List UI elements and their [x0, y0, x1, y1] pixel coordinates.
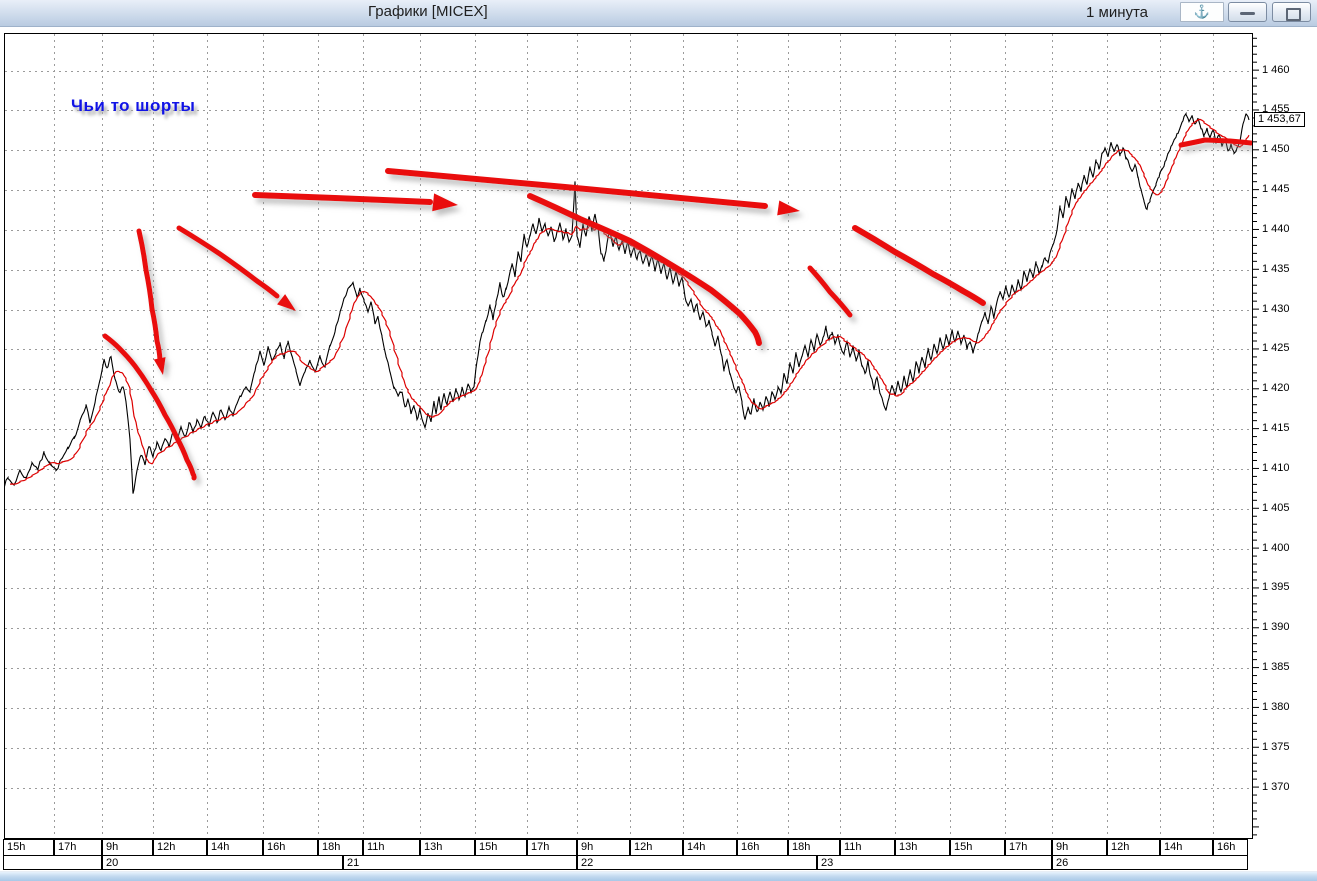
annotation-arrowhead — [153, 357, 166, 375]
hour-cell: 17h — [1005, 839, 1052, 856]
price-tick-label: 1 420 — [1262, 382, 1290, 394]
annotation-curve-right — [852, 225, 986, 306]
price-tick-label: 1 430 — [1262, 303, 1290, 315]
price-tick-label: 1 395 — [1262, 581, 1290, 593]
hour-cell: 12h — [630, 839, 683, 856]
day-cell — [3, 855, 102, 870]
annotation-curve-mid — [527, 193, 762, 346]
hour-cell: 17h — [527, 839, 577, 856]
hour-cell: 15h — [475, 839, 527, 856]
title-bar: Графики [MICEX] 1 минута ⚓ — [0, 0, 1317, 27]
annotation-arrow-diag — [176, 225, 280, 299]
current-price-marker: 1 453,67 — [1254, 112, 1305, 127]
hour-cell: 15h — [950, 839, 1005, 856]
price-axis: 1 453,67 1 460 1 455 1 450 1 445 1 440 1 435 1… — [1253, 33, 1317, 839]
annotation-stroke-short — [807, 265, 853, 318]
red-annotations — [102, 137, 1252, 481]
anchor-button[interactable]: ⚓ — [1180, 2, 1224, 22]
annotation-arrowhead — [777, 200, 800, 216]
hour-cell: 16h — [263, 839, 318, 856]
hour-cell: 18h — [788, 839, 840, 856]
hour-cell: 9h — [102, 839, 153, 856]
gridlines — [5, 34, 1252, 838]
hour-cell: 18h — [318, 839, 363, 856]
price-tick-label: 1 375 — [1262, 741, 1290, 753]
price-tick-label: 1 370 — [1262, 781, 1290, 793]
annotation-arrow-steep — [136, 228, 163, 363]
annotation-arrowhead — [277, 294, 296, 311]
price-tick-label: 1 455 — [1262, 103, 1290, 115]
hour-cell: 14h — [1160, 839, 1213, 856]
annotation-curve-down-left — [102, 333, 197, 481]
price-tick-label: 1 400 — [1262, 542, 1290, 554]
price-tick-label: 1 440 — [1262, 223, 1290, 235]
price-axis-ticks — [1253, 37, 1259, 836]
window-title: Графики [MICEX] — [368, 3, 488, 20]
day-cell: 22 — [577, 855, 817, 870]
price-series — [5, 111, 1250, 494]
minimize-icon — [1240, 12, 1255, 15]
price-tick-label: 1 450 — [1262, 143, 1290, 155]
price-tick-label: 1 445 — [1262, 183, 1290, 195]
price-line — [5, 111, 1250, 494]
time-axis-hours: 15h 17h 9h 12h 14h 16h 18h 11h 13h 15h 17h 9h 12h 14h… — [0, 839, 1253, 856]
chart-note-text: Чьи то шорты — [71, 96, 196, 115]
hour-cell: 17h — [54, 839, 102, 856]
hour-cell: 11h — [363, 839, 420, 856]
hour-cell: 11h — [840, 839, 895, 856]
ma-line — [9, 118, 1250, 485]
hour-cell: 16h — [1213, 839, 1248, 856]
hour-cell: 12h — [153, 839, 207, 856]
annotation-arrowhead — [432, 193, 458, 212]
restore-button[interactable] — [1272, 2, 1311, 22]
hour-cell: 13h — [895, 839, 950, 856]
chart-canvas[interactable] — [5, 34, 1252, 838]
hour-cell: 14h — [207, 839, 263, 856]
day-cell: 20 — [102, 855, 343, 870]
hour-cell: 9h — [1052, 839, 1107, 856]
hour-cell: 13h — [420, 839, 475, 856]
restore-icon — [1286, 8, 1301, 21]
hour-cell: 15h — [3, 839, 54, 856]
moving-average-line — [9, 118, 1250, 485]
price-tick-label: 1 435 — [1262, 263, 1290, 275]
hour-cell: 12h — [1107, 839, 1160, 856]
price-tick-label: 1 415 — [1262, 422, 1290, 434]
interval-label: 1 минута — [1086, 4, 1149, 21]
hour-cell: 9h — [577, 839, 630, 856]
price-tick-label: 1 405 — [1262, 502, 1290, 514]
annotation-line-long — [385, 168, 768, 209]
price-tick-label: 1 460 — [1262, 64, 1290, 76]
minimize-button[interactable] — [1228, 2, 1267, 22]
chart-plot-area[interactable]: Чьи то шорты — [4, 33, 1253, 839]
hour-cell: 16h — [737, 839, 788, 856]
day-cell: 23 — [817, 855, 1052, 870]
price-tick-label: 1 390 — [1262, 621, 1290, 633]
hour-cell: 14h — [683, 839, 737, 856]
annotation-arrow-flat — [252, 192, 433, 205]
price-tick-label: 1 385 — [1262, 661, 1290, 673]
day-cell: 26 — [1052, 855, 1248, 870]
anchor-icon: ⚓ — [1193, 4, 1211, 19]
day-cell: 21 — [343, 855, 577, 870]
price-tick-label: 1 380 — [1262, 701, 1290, 713]
horizontal-scrollbar[interactable] — [0, 871, 1317, 881]
price-tick-label: 1 425 — [1262, 342, 1290, 354]
time-axis-days: 20 21 22 23 26 — [0, 855, 1253, 870]
price-tick-label: 1 410 — [1262, 462, 1290, 474]
annotation-underline — [1178, 137, 1252, 148]
